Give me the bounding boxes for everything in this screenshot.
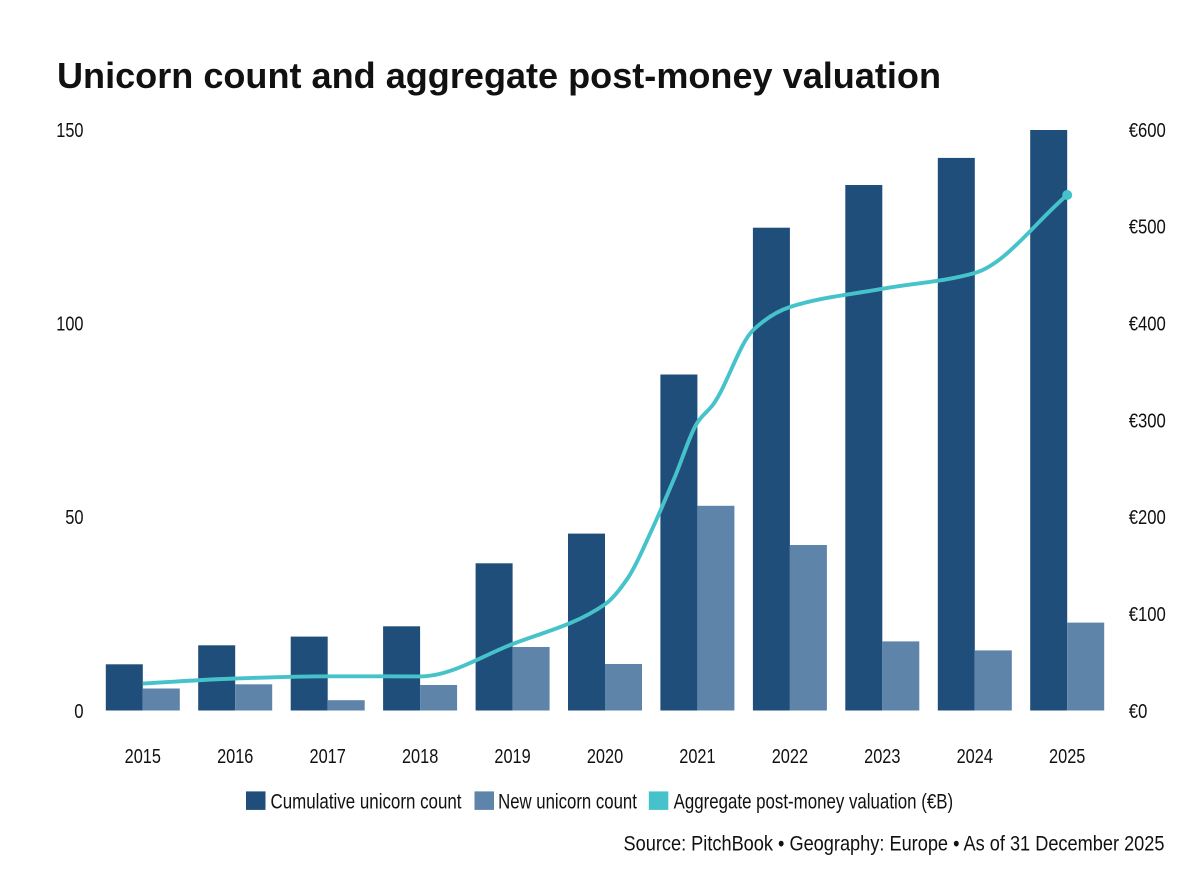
svg-text:2021: 2021 — [679, 745, 715, 768]
svg-text:€600: €600 — [1129, 119, 1166, 142]
svg-text:2019: 2019 — [494, 745, 530, 768]
svg-text:€200: €200 — [1129, 506, 1166, 529]
svg-text:€100: €100 — [1129, 603, 1166, 626]
svg-text:€500: €500 — [1129, 216, 1166, 239]
svg-text:0: 0 — [74, 700, 83, 723]
svg-text:Aggregate post-money valuation: Aggregate post-money valuation (€B) — [674, 790, 954, 813]
svg-text:2017: 2017 — [310, 745, 346, 768]
svg-text:Cumulative unicorn count: Cumulative unicorn count — [271, 790, 462, 813]
svg-text:150: 150 — [56, 119, 83, 142]
svg-text:2015: 2015 — [125, 745, 161, 768]
svg-text:Unicorn count and aggregate po: Unicorn count and aggregate post-money v… — [57, 55, 941, 96]
svg-text:100: 100 — [56, 313, 83, 336]
svg-text:2025: 2025 — [1049, 745, 1085, 768]
svg-text:2022: 2022 — [772, 745, 808, 768]
svg-text:2016: 2016 — [217, 745, 253, 768]
svg-text:50: 50 — [65, 506, 83, 529]
svg-text:New unicorn count: New unicorn count — [498, 790, 637, 813]
svg-text:€0: €0 — [1129, 700, 1148, 723]
svg-text:Source: PitchBook • Geography:: Source: PitchBook • Geography: Europe • … — [624, 833, 1165, 856]
svg-text:€400: €400 — [1129, 313, 1166, 336]
svg-text:2018: 2018 — [402, 745, 438, 768]
svg-text:€300: €300 — [1129, 409, 1166, 432]
svg-text:2020: 2020 — [587, 745, 623, 768]
svg-text:2023: 2023 — [864, 745, 900, 768]
svg-text:2024: 2024 — [957, 745, 993, 768]
